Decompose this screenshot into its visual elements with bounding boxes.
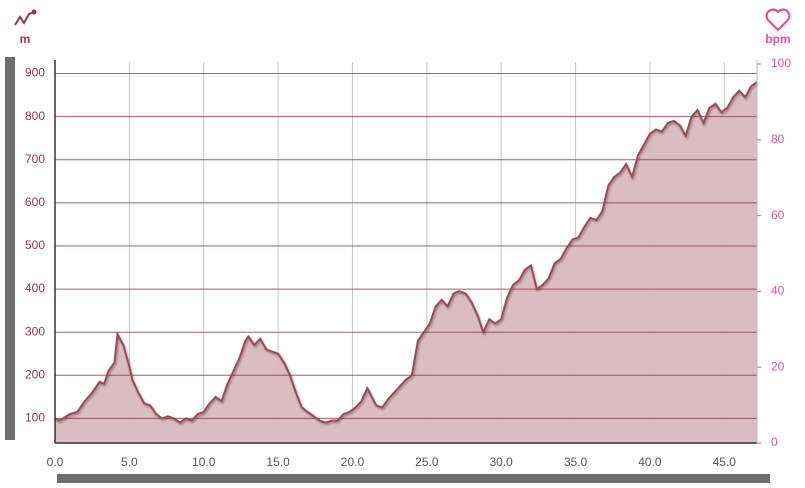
y2-tick-label: 100: [771, 56, 791, 70]
y2-tick-label: 20: [771, 359, 785, 373]
area: [55, 82, 757, 443]
y-tick-label: 900: [25, 66, 45, 80]
x-tick-label: 35.0: [564, 455, 588, 469]
elevation-icon: [14, 9, 37, 26]
x-tick-label: 45.0: [713, 455, 737, 469]
x-tick-label: 30.0: [490, 455, 514, 469]
vertical-scrollbar[interactable]: [5, 57, 15, 440]
plot: 0.0 5.0 10.0 15.0 20.0 25.0 30.0 35.0 40.0 45.0 10…: [25, 56, 791, 469]
horizontal-scrollbar[interactable]: [57, 474, 770, 483]
y-tick-label: 300: [25, 324, 45, 338]
y2-tick-label: 0: [771, 435, 778, 449]
y-tick-label: 100: [25, 411, 45, 425]
x-tick-label: 40.0: [638, 455, 662, 469]
x-tick-label: 10.0: [192, 455, 216, 469]
y-unit: m: [20, 32, 31, 46]
y-tick-label: 500: [25, 238, 45, 252]
y-tick-label: 200: [25, 367, 45, 381]
y-tick-label: 700: [25, 152, 45, 166]
line: [54, 81, 758, 424]
y-tick-label: 600: [25, 195, 45, 209]
heart-icon: [765, 8, 791, 32]
y-tick-label: 400: [25, 281, 45, 295]
y2-unit: bpm: [765, 32, 790, 46]
x-tick-label: 20.0: [341, 455, 365, 469]
x-tick-label: 5.0: [121, 455, 138, 469]
y-tick-label: 800: [25, 109, 45, 123]
x-tick-label: 25.0: [415, 455, 439, 469]
x-tick-label: 0.0: [47, 455, 64, 469]
y2-tick-label: 80: [771, 132, 785, 146]
x-tick-label: 15.0: [266, 455, 290, 469]
y2-tick-label: 40: [771, 284, 785, 298]
y2-tick-label: 60: [771, 208, 785, 222]
